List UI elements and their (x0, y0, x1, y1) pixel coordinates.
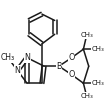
Text: CH₃: CH₃ (80, 32, 93, 38)
Text: N: N (24, 53, 30, 62)
Text: CH₃: CH₃ (1, 53, 15, 62)
Text: CH₃: CH₃ (92, 46, 105, 52)
Text: CH₃: CH₃ (92, 80, 105, 86)
Text: N: N (15, 66, 20, 75)
Text: O: O (69, 70, 75, 79)
Text: CH₃: CH₃ (80, 93, 93, 99)
Text: B: B (56, 62, 62, 71)
Text: O: O (69, 53, 75, 62)
